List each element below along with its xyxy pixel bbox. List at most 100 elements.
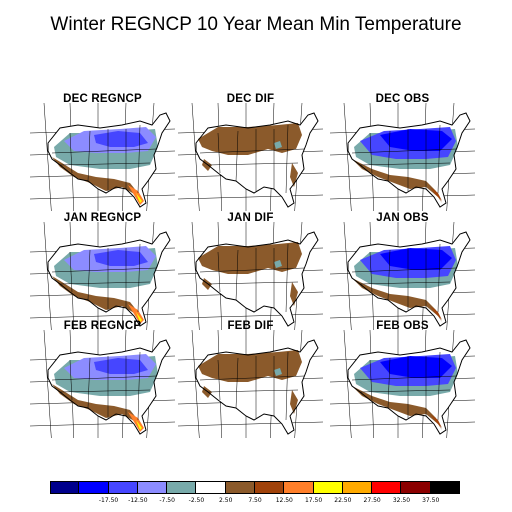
temperature-contour-fill [290, 390, 298, 414]
us-map [30, 221, 175, 330]
colorbar-tick-label: 37.50 [422, 497, 440, 504]
state-boundary [387, 249, 391, 301]
graticule-line [30, 421, 175, 427]
panel-label: DEC OBS [375, 93, 430, 105]
colorbar-swatch [108, 481, 138, 494]
us-map [330, 102, 475, 211]
state-boundary [199, 148, 305, 154]
temperature-contour-fill [380, 129, 452, 151]
temperature-contour-fill [290, 282, 298, 306]
graticule-line [330, 194, 475, 200]
temperature-contour-fill [274, 368, 282, 376]
colorbar-swatch [255, 481, 285, 494]
map-panel-jan-model: JAN REGNCP [30, 212, 175, 330]
graticule-line [330, 313, 475, 319]
temperature-contour-fill [274, 260, 282, 268]
country-outline [195, 231, 319, 327]
graticule-line [178, 313, 323, 319]
graticule-line [191, 102, 200, 211]
us-map [330, 221, 475, 330]
colorbar-tick-label: -2.50 [188, 497, 205, 504]
colorbar-swatch [401, 481, 431, 494]
state-boundary [59, 281, 151, 285]
temperature-contour-fill [430, 187, 442, 201]
colorbar-swatch [225, 481, 255, 494]
panel-label: DEC DIF [226, 93, 275, 105]
temperature-contour-fill [352, 159, 442, 203]
temperature-contour-fill [52, 276, 142, 322]
temperature-contour-fill [94, 131, 148, 147]
state-boundary [59, 162, 151, 166]
state-boundary [207, 281, 299, 285]
graticule-line [191, 221, 200, 330]
state-boundary [437, 243, 441, 313]
panel-label: FEB DIF [227, 320, 274, 332]
map-panel-dec-model: DEC REGNCP [30, 93, 175, 211]
temperature-contour-fill [380, 248, 452, 270]
state-boundary [137, 243, 141, 313]
state-boundary [369, 359, 373, 401]
us-map [30, 329, 175, 438]
state-boundary [87, 249, 91, 301]
colorbar-swatch [79, 481, 109, 494]
us-map [178, 102, 323, 211]
us-map [30, 102, 175, 211]
us-map [330, 329, 475, 438]
graticule-line [343, 221, 352, 330]
panel-label: JAN REGNCP [63, 212, 142, 224]
graticule-line [330, 421, 475, 427]
colorbar-swatch [313, 481, 343, 494]
temperature-contour-fill [52, 384, 142, 430]
panel-label: JAN DIF [227, 212, 274, 224]
temperature-contour-fill [94, 358, 148, 374]
colorbar-swatch [342, 481, 373, 494]
state-boundary [207, 162, 299, 166]
map-panel-feb-model: FEB REGNCP [30, 320, 175, 438]
colorbar-tick-label: 27.50 [363, 497, 381, 504]
state-boundary [199, 267, 305, 273]
state-boundary [235, 130, 239, 182]
map-panel-dec-diff: DEC DIF [178, 93, 323, 211]
state-boundary [217, 251, 221, 293]
map-panel-feb-obs: FEB OBS [330, 320, 475, 438]
map-panel-jan-diff: JAN DIF [178, 212, 323, 330]
colorbar-tick-label: 7.50 [248, 497, 262, 504]
panel-label: JAN OBS [376, 212, 429, 224]
us-map [178, 221, 323, 330]
temperature-contour-fill [430, 306, 442, 320]
state-boundary [59, 389, 151, 393]
state-boundary [351, 148, 457, 154]
state-boundary [359, 281, 451, 285]
state-boundary [235, 357, 239, 409]
temperature-contour-fill [430, 414, 442, 428]
country-outline [47, 339, 171, 435]
temperature-contour-fill [136, 420, 142, 430]
country-outline [47, 112, 171, 208]
state-boundary [387, 357, 391, 409]
graticule-line [43, 329, 52, 438]
state-boundary [369, 132, 373, 174]
graticule-line [178, 421, 323, 427]
graticule-line [343, 329, 352, 438]
figure-title: Winter REGNCP 10 Year Mean Min Temperatu… [50, 14, 462, 35]
temperature-contour-fill [352, 278, 442, 322]
colorbar-frame [50, 481, 460, 494]
graticule-line [43, 102, 52, 211]
graticule-line [191, 329, 200, 438]
temperature-contour-fill [52, 157, 142, 203]
panel-label: FEB REGNCP [63, 320, 142, 332]
state-boundary [51, 375, 157, 381]
colorbar-tick-label: 2.50 [219, 497, 233, 504]
state-boundary [235, 249, 239, 301]
panel-label: FEB OBS [376, 320, 429, 332]
colorbar-tick-label: -7.50 [159, 497, 175, 504]
colorbar-swatch [137, 481, 168, 494]
graticule-line [343, 102, 352, 211]
state-boundary [199, 375, 305, 381]
country-outline [195, 112, 319, 208]
state-boundary [51, 267, 157, 273]
country-outline [347, 231, 471, 327]
temperature-contour-fill [94, 250, 148, 266]
state-boundary [137, 124, 141, 194]
country-outline [195, 339, 319, 435]
